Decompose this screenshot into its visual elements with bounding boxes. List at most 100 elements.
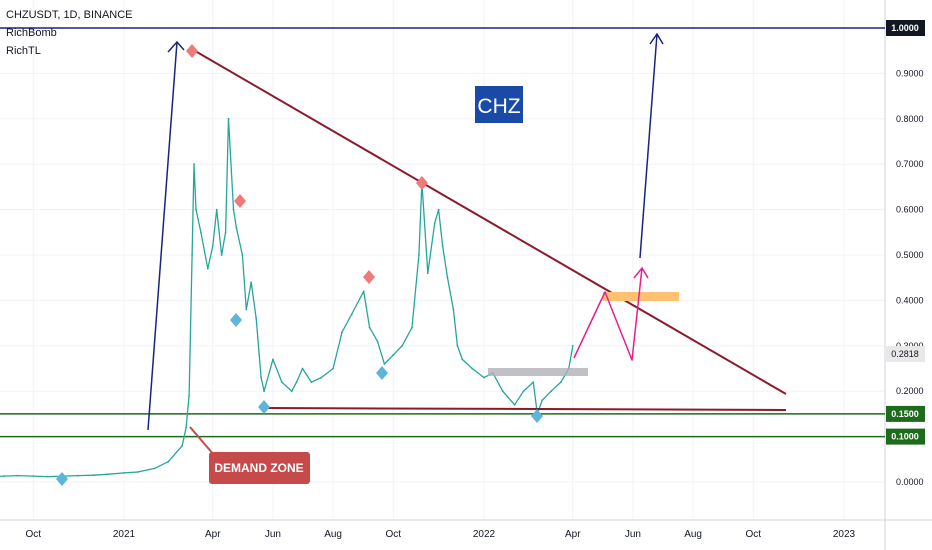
- price-data-point: [245, 308, 248, 311]
- price-data-point: [341, 331, 343, 334]
- support-trendline: [264, 407, 787, 411]
- price-data-point: [376, 340, 379, 343]
- price-data-point: [332, 367, 334, 370]
- buy-marker: [230, 313, 242, 327]
- x-tick-label: 2021: [113, 529, 136, 540]
- price-data-point: [76, 474, 79, 477]
- price-data-point: [411, 326, 413, 329]
- past-pump-arrow-line: [147, 41, 178, 431]
- price-data-point: [461, 358, 464, 361]
- y-tick-label: 0.8000: [896, 114, 924, 124]
- chart-title: CHZ: [477, 95, 520, 118]
- price-data-point: [310, 381, 313, 384]
- sell-marker: [234, 194, 246, 208]
- price-data-point: [532, 381, 535, 384]
- price-data-point: [2, 475, 5, 477]
- price-data-point: [215, 208, 218, 211]
- target-arrow-head: [649, 32, 664, 45]
- demand-zone-label-box: [209, 452, 310, 484]
- price-data-point: [224, 231, 227, 234]
- level-label: 0.1000: [891, 432, 919, 442]
- price-data-point: [195, 208, 197, 211]
- buy-marker: [376, 366, 388, 380]
- price-series-line: [0, 118, 574, 478]
- price-data-point: [211, 245, 214, 247]
- price-data-point: [193, 163, 195, 166]
- indicator-richtl: RichTL: [6, 45, 41, 57]
- buy-marker: [56, 472, 68, 486]
- price-data-point: [320, 376, 323, 379]
- y-tick-label: 0.6000: [896, 205, 924, 215]
- price-data-point: [513, 403, 516, 406]
- projection-path: [573, 267, 643, 361]
- symbol-title: CHZUSDT, 1D, BINANCE: [6, 9, 133, 21]
- price-data-point: [206, 267, 209, 270]
- level-label-box: [886, 428, 925, 445]
- y-tick-label: 0.2000: [896, 386, 924, 396]
- price-data-point: [220, 254, 223, 256]
- target-arrow-line: [639, 33, 658, 259]
- price-data-point: [522, 390, 525, 393]
- price-data-point: [263, 390, 265, 393]
- buy-marker: [258, 400, 270, 414]
- x-tick-label: Apr: [205, 529, 221, 540]
- price-data-point: [483, 376, 485, 379]
- demand-zone-pointer: [189, 426, 215, 456]
- level-label-box: [886, 405, 925, 422]
- price-data-point: [106, 473, 109, 476]
- price-data-point: [441, 245, 444, 247]
- price-data-point: [437, 208, 440, 211]
- price-data-point: [452, 308, 455, 311]
- current-price-box: [886, 346, 925, 363]
- price-data-point: [456, 344, 459, 347]
- sell-marker: [363, 270, 375, 284]
- price-data-point: [260, 376, 262, 379]
- level-label-box: [886, 20, 925, 36]
- y-tick-label: 0.9000: [896, 68, 924, 78]
- buy-marker: [531, 409, 543, 423]
- past-pump-arrow-head: [167, 40, 185, 53]
- price-data-point: [123, 472, 125, 474]
- price-data-point: [541, 399, 544, 402]
- price-data-point: [501, 390, 504, 393]
- demand-zone-label: DEMAND ZONE: [214, 461, 303, 475]
- price-data-point: [255, 317, 258, 320]
- price-data-point: [92, 474, 95, 477]
- x-tick-label: 2022: [473, 529, 496, 540]
- price-data-point: [167, 460, 170, 463]
- price-data-point: [290, 390, 293, 393]
- price-data-point: [46, 475, 48, 478]
- sell-marker: [416, 176, 428, 190]
- price-data-point: [235, 226, 238, 229]
- sell-marker: [186, 44, 198, 58]
- price-data-point: [571, 344, 574, 347]
- y-tick-label: 0.7000: [896, 159, 924, 169]
- price-data-point: [446, 276, 449, 279]
- price-data-point: [153, 467, 156, 470]
- y-tick-label: 0.3000: [896, 341, 924, 351]
- price-data-point: [191, 254, 193, 256]
- x-tick-label: Aug: [324, 529, 342, 540]
- resistance-box: [488, 368, 588, 376]
- x-tick-label: Jun: [265, 529, 281, 540]
- target-box: [603, 292, 679, 301]
- descending-trendline: [189, 47, 787, 395]
- y-tick-label: 0.5000: [896, 250, 924, 260]
- plot-background: [0, 0, 885, 520]
- y-tick-label: 0.4000: [896, 295, 924, 305]
- price-data-point: [433, 222, 436, 225]
- price-data-point: [362, 290, 365, 293]
- price-data-point: [200, 231, 202, 234]
- y-tick-label: 0.0000: [896, 477, 924, 487]
- price-data-point: [185, 426, 188, 429]
- price-data-point: [368, 326, 371, 329]
- price-data-point: [32, 475, 35, 477]
- price-data-point: [280, 381, 283, 384]
- x-tick-label: Jun: [625, 529, 641, 540]
- price-data-point: [295, 381, 298, 384]
- price-data-point: [301, 367, 304, 370]
- price-data-point: [350, 313, 353, 315]
- x-tick-label: Aug: [684, 529, 702, 540]
- price-data-point: [392, 353, 395, 356]
